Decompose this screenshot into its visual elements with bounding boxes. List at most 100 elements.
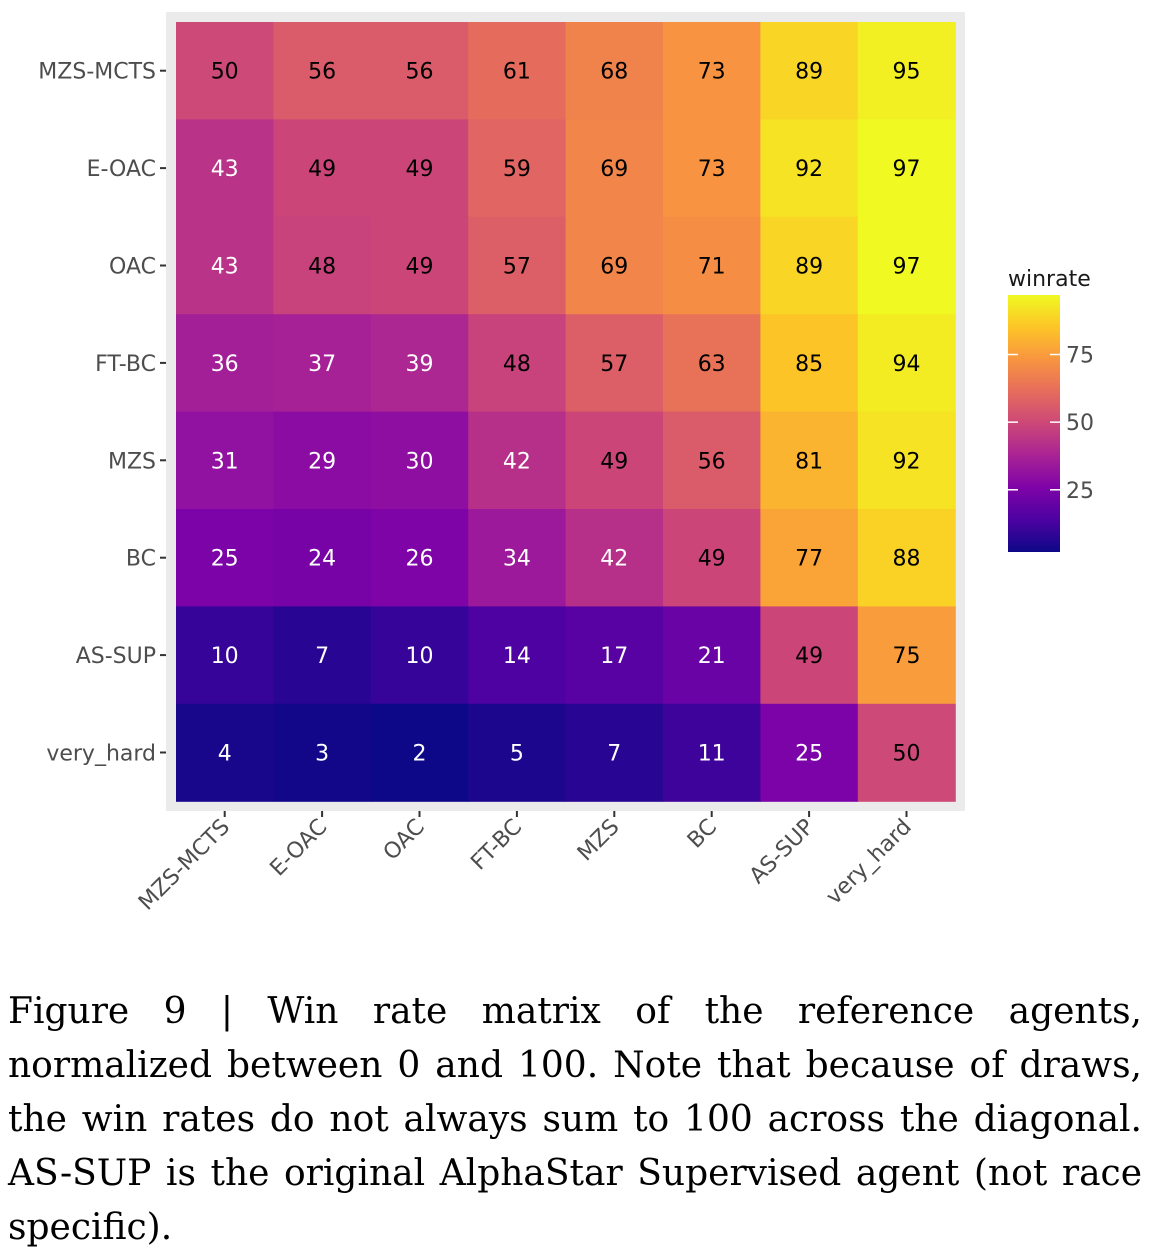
heatmap-cell [468,509,567,607]
cell-value-label: 3 [315,742,329,767]
cell-value-label: 59 [503,157,531,182]
heatmap-cell [176,411,274,510]
cell-value-label: 21 [698,644,726,669]
heatmap-cell [857,703,956,802]
heatmap-cell [370,119,469,218]
heatmap-cell [565,314,664,413]
cell-value-label: 49 [308,157,336,182]
cell-value-label: 36 [211,352,239,377]
heatmap-cell [273,606,372,705]
heatmap-cell [468,703,567,802]
figure-caption: Figure 9 | Win rate matrix of the refere… [8,991,1142,1248]
heatmap-cell [468,606,567,705]
cell-value-label: 37 [308,352,336,377]
x-tick-label: OAC [379,815,430,866]
heatmap-cell [663,216,761,315]
cell-value-label: 7 [315,644,329,669]
cell-value-label: 30 [406,449,434,474]
heatmap-cell [565,606,664,705]
heatmap-cell [565,509,664,607]
heatmap-cell [760,411,859,510]
cell-value-label: 95 [893,60,921,85]
heatmap-cell [273,216,372,315]
cell-value-label: 49 [406,157,434,182]
x-tick-label: very_hard [822,815,917,910]
heatmap-cell [857,411,956,510]
cell-value-label: 71 [698,255,726,280]
cell-value-label: 26 [406,547,434,572]
heatmap-cell [565,22,664,120]
cell-value-label: 56 [698,449,726,474]
cell-value-label: 56 [308,60,336,85]
cell-value-label: 43 [211,255,239,280]
cell-value-label: 10 [406,644,434,669]
cell-value-label: 49 [698,547,726,572]
cell-value-label: 92 [795,157,823,182]
cell-value-label: 17 [600,644,628,669]
heatmap-cell [760,22,859,120]
heatmap-cell [760,216,859,315]
legend-tick-label: 50 [1066,411,1094,436]
cell-value-label: 7 [607,742,621,767]
heatmap-cell [857,216,956,315]
cell-value-label: 75 [893,644,921,669]
heatmap-cell [273,509,372,607]
heatmap-cell [273,22,372,120]
heatmap-cell [370,216,469,315]
heatmap-cell [565,411,664,510]
cell-value-label: 88 [893,547,921,572]
cell-value-label: 73 [698,157,726,182]
heatmap-cell [663,703,761,802]
cell-value-label: 49 [795,644,823,669]
x-tick-label: FT-BC [466,815,527,876]
heatmap-cell [857,119,956,218]
x-tick-label: E-OAC [266,815,333,882]
y-tick-label: BC [126,547,156,572]
cell-value-label: 48 [503,352,531,377]
heatmap-cell [857,22,956,120]
cell-value-label: 50 [893,742,921,767]
x-tick-label: AS-SUP [745,815,819,889]
cell-value-label: 31 [211,449,239,474]
cell-value-label: 68 [600,60,628,85]
heatmap-cell [857,509,956,607]
heatmap-cell [370,22,469,120]
cell-value-label: 11 [698,742,726,767]
heatmap-cell [760,314,859,413]
heatmap-cell [760,703,859,802]
cell-value-label: 25 [211,547,239,572]
legend-tick-label: 25 [1066,479,1094,504]
legend-colorbar [1008,295,1060,552]
y-tick-label: MZS [108,449,156,474]
heatmap-cell [663,509,761,607]
cell-value-label: 48 [308,255,336,280]
y-tick-label: AS-SUP [76,644,156,669]
heatmap-cell [663,606,761,705]
cell-value-label: 50 [211,60,239,85]
y-axis: MZS-MCTS E-OAC OAC FT-BC MZS BC AS-SUP very_har… [38,60,166,767]
heatmap-cell [370,703,469,802]
heatmap-cell [176,22,274,120]
heatmap-cell [468,411,567,510]
heatmap-cell [663,314,761,413]
y-tick-label: OAC [109,255,156,280]
heatmap-cell [273,119,372,218]
cell-value-label: 4 [218,742,232,767]
cell-value-label: 14 [503,644,531,669]
cell-value-label: 5 [510,742,524,767]
cell-value-label: 2 [413,742,427,767]
cell-value-label: 85 [795,352,823,377]
heatmap-cell [370,411,469,510]
heatmap-cell [468,119,567,218]
heatmap-cell [468,22,567,120]
cell-value-label: 97 [893,157,921,182]
x-tick-label: MZS [573,815,625,867]
heatmap-cell [273,314,372,413]
cell-value-label: 34 [503,547,531,572]
cell-value-label: 49 [600,449,628,474]
legend-tick-label: 75 [1066,344,1094,369]
cell-value-label: 42 [503,449,531,474]
x-tick-label: BC [683,815,722,854]
heatmap-cell [176,703,274,802]
